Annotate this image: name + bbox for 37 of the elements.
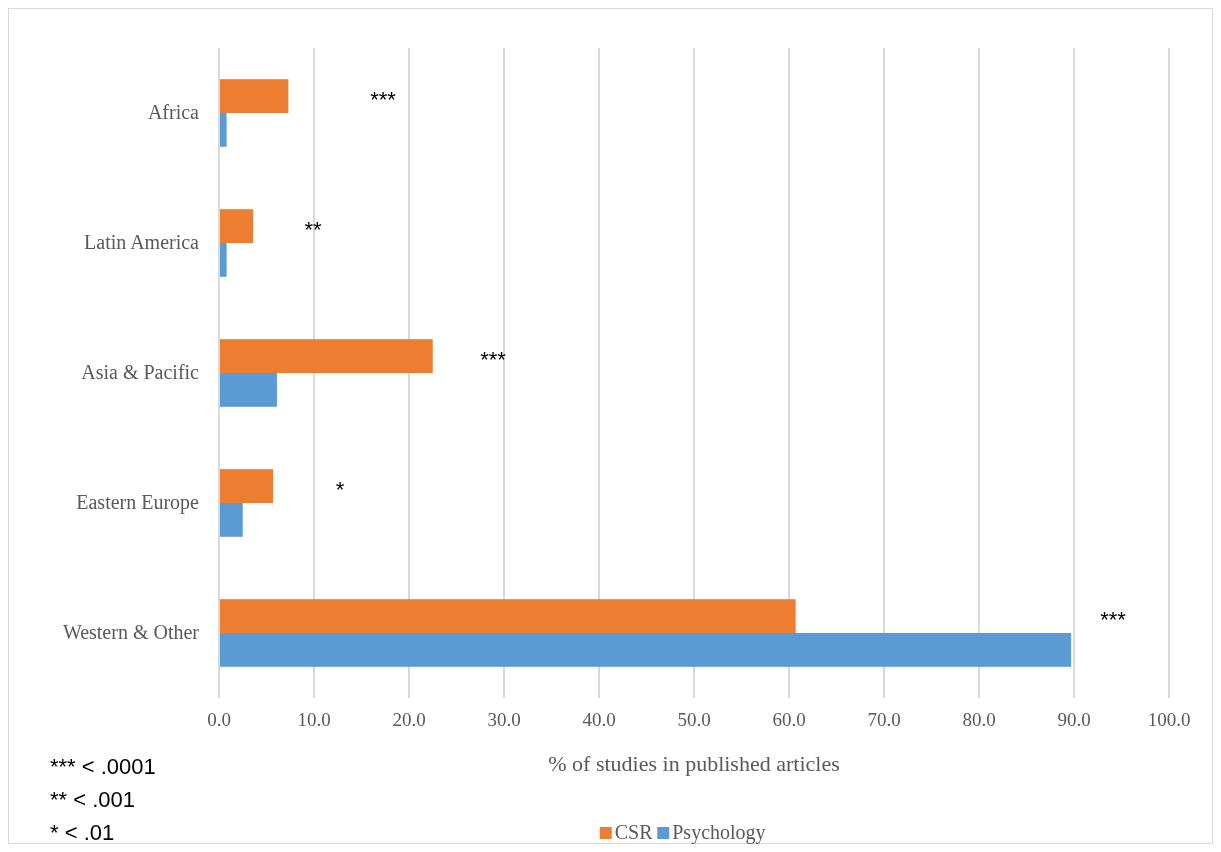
annotation: *** bbox=[1100, 607, 1127, 632]
y-tick-label: Western & Other bbox=[62, 621, 200, 643]
x-tick-label: 20.0 bbox=[392, 709, 426, 730]
bar bbox=[219, 79, 289, 113]
text: *** < .0001 bbox=[50, 754, 156, 779]
x-tick-label: 30.0 bbox=[487, 709, 521, 730]
y-tick-label: Africa bbox=[147, 101, 200, 123]
annotation: * bbox=[335, 477, 345, 502]
bar bbox=[219, 243, 227, 277]
x-tick-label: 10.0 bbox=[297, 709, 331, 730]
bar bbox=[219, 339, 433, 373]
x-tick-label: 80.0 bbox=[962, 709, 996, 730]
y-tick-label: Latin America bbox=[84, 231, 200, 253]
text: * < .01 bbox=[50, 820, 115, 845]
x-tick-label: 60.0 bbox=[772, 709, 806, 730]
x-tick-label: 70.0 bbox=[867, 709, 901, 730]
x-tick-label: 40.0 bbox=[582, 709, 616, 730]
bar bbox=[219, 633, 1072, 667]
bar bbox=[219, 599, 796, 633]
y-tick-label: Eastern Europe bbox=[76, 491, 200, 514]
x-tick-label: 100.0 bbox=[1147, 709, 1191, 730]
bar bbox=[219, 469, 274, 503]
y-tick-label: Asia & Pacific bbox=[81, 361, 200, 383]
bar bbox=[219, 503, 243, 537]
legend-label: Psychology bbox=[672, 821, 766, 844]
bar bbox=[219, 113, 227, 147]
x-tick-label: 50.0 bbox=[677, 709, 711, 730]
x-tick-label: 90.0 bbox=[1057, 709, 1091, 730]
bar bbox=[219, 373, 277, 407]
x-tick-label: 0.0 bbox=[207, 709, 231, 730]
bar bbox=[219, 209, 254, 243]
annotation: *** bbox=[370, 87, 397, 112]
annotation: *** bbox=[480, 347, 507, 372]
legend-label: CSR bbox=[614, 821, 654, 843]
x-axis-title: % of studies in published articles bbox=[548, 751, 840, 776]
text: ** < .001 bbox=[50, 787, 136, 812]
annotation: ** bbox=[304, 217, 322, 242]
